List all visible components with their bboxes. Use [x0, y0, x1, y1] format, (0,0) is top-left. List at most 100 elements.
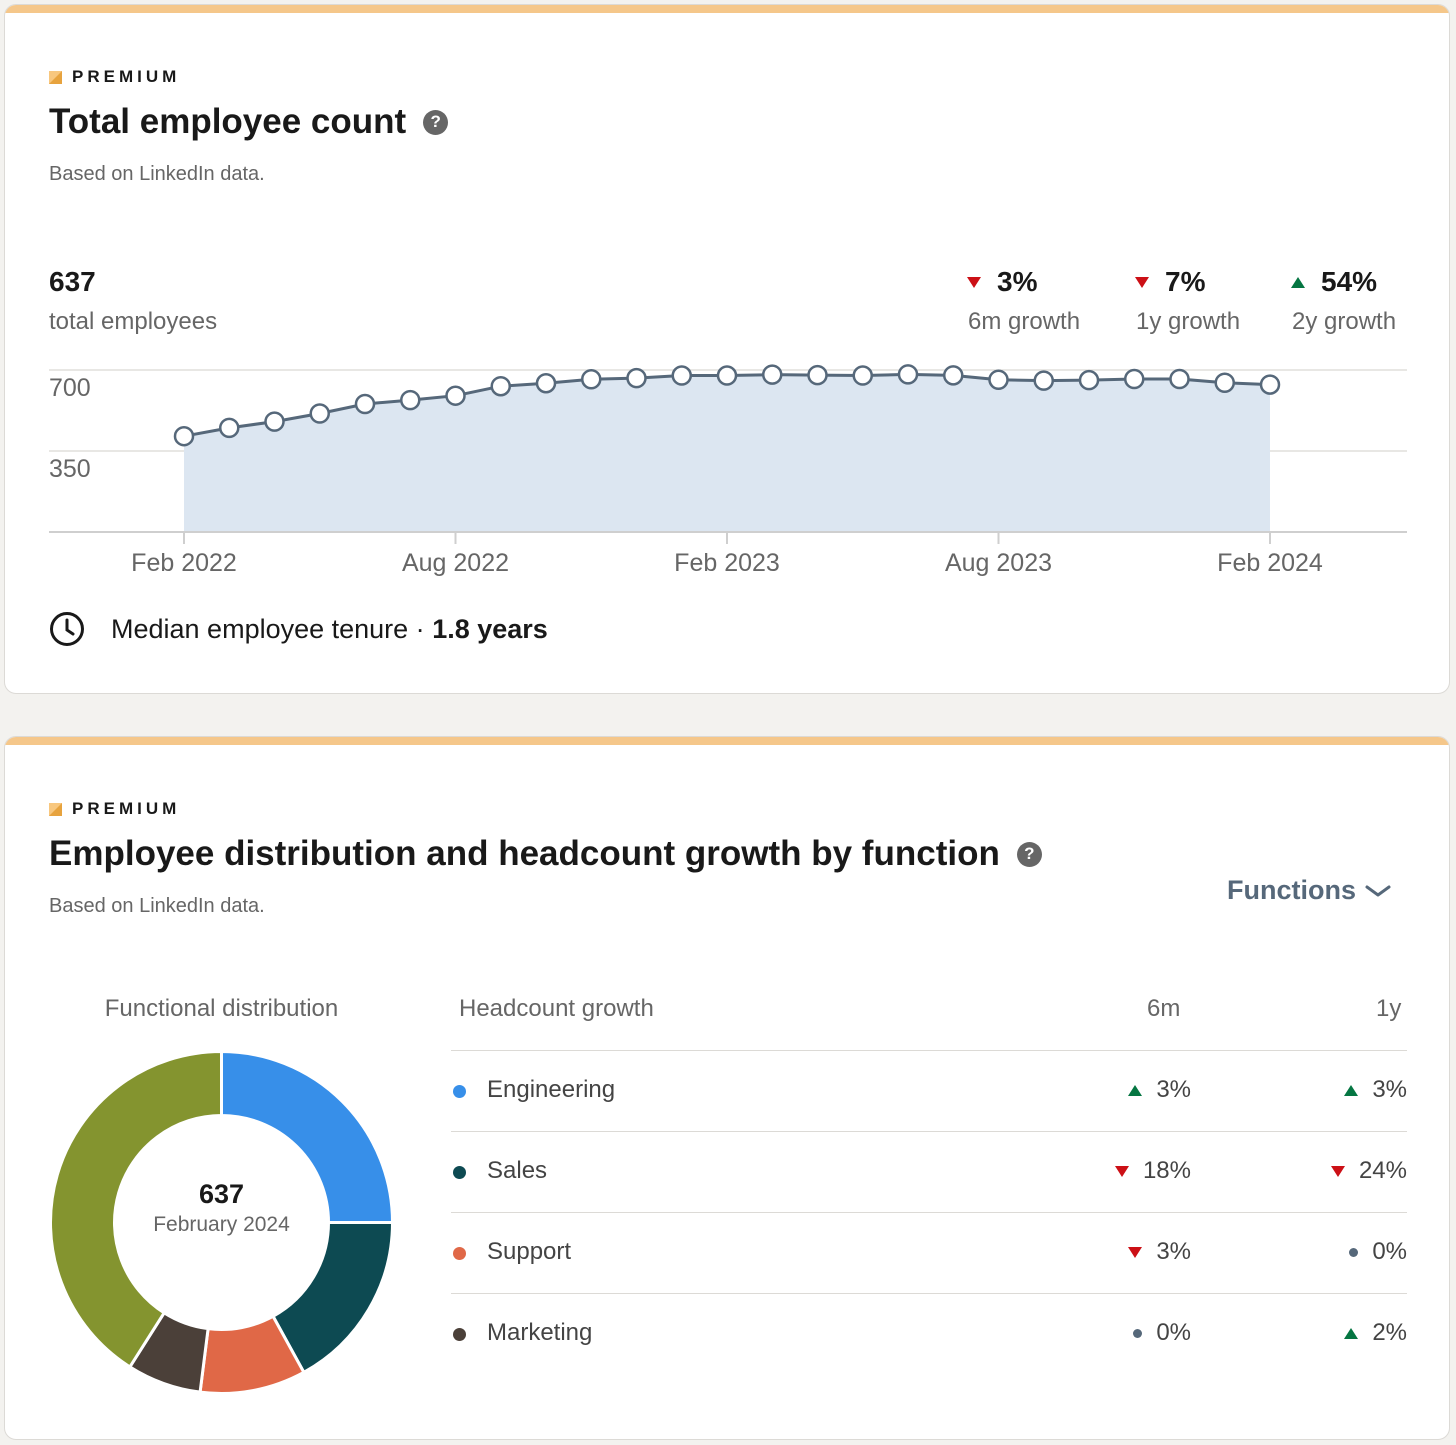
growth-value: 3% [1156, 1076, 1191, 1103]
question-circle-icon[interactable]: ? [423, 109, 449, 135]
growth-2y-text: 54% [1321, 266, 1378, 297]
data-point [1124, 368, 1145, 390]
growth-1y-text: 7% [1165, 266, 1206, 297]
employee-count-card: PREMIUM Total employee count ? Based on … [4, 4, 1450, 694]
tenure-label: Median employee tenure · [111, 613, 425, 644]
card-title-text: Employee distribution and headcount grow… [49, 834, 1000, 873]
growth-6m-cell: 3% [1128, 1076, 1191, 1104]
table-header: Headcount growth 6m 1y [451, 995, 1407, 1051]
employee-count-chart: 700 350 Feb 2022 Aug 2022 Feb 2023 Aug 2023 Fe… [49, 364, 1407, 577]
function-name: Marketing [487, 1319, 593, 1346]
donut-center-label: February 2024 [153, 1213, 290, 1236]
median-tenure: Median employee tenure · 1.8 years [49, 611, 548, 647]
question-circle-icon[interactable]: ? [1016, 841, 1042, 867]
premium-badge: PREMIUM [49, 67, 180, 87]
functions-dropdown[interactable]: Functions [1227, 875, 1392, 906]
x-tick-label: Aug 2022 [402, 549, 509, 577]
donut-title: Functional distribution [104, 995, 339, 1022]
trend-flat-icon [1133, 1328, 1143, 1338]
trend-down-icon [1128, 1246, 1143, 1258]
chevron-down-icon [1365, 885, 1391, 896]
growth-value: 24% [1358, 1157, 1407, 1184]
legend-dot [453, 1085, 466, 1098]
data-point [173, 425, 195, 447]
trend-up-icon [1128, 1084, 1143, 1096]
growth-value: 0% [1372, 1238, 1407, 1265]
card-subtitle: Based on LinkedIn data. [49, 895, 265, 917]
growth-1y-cell: 0% [1349, 1238, 1407, 1266]
growth-2y-value: 54% [1291, 266, 1377, 298]
trend-down-icon [1135, 276, 1149, 288]
growth-6m-value: 3% [967, 266, 1037, 298]
data-point [1078, 369, 1100, 391]
data-point [490, 375, 511, 397]
data-point [309, 403, 330, 424]
data-point [581, 369, 602, 390]
growth-6m-label: 6m growth [968, 308, 1081, 335]
data-point [852, 365, 873, 386]
data-point [807, 364, 828, 386]
data-point [897, 364, 919, 385]
headcount-growth-table: Headcount growth 6m 1y Engineering 3% 3% Sa… [451, 995, 1407, 1374]
legend-dot [453, 1166, 466, 1179]
function-name: Sales [487, 1157, 548, 1184]
growth-value: 2% [1372, 1319, 1407, 1346]
donut-center-date: February 2024 [49, 1213, 394, 1237]
data-point [264, 411, 285, 432]
card-title-text: Total employee count [49, 102, 407, 141]
legend-dot [453, 1328, 466, 1341]
premium-badge: PREMIUM [49, 799, 180, 819]
x-tick-label: Feb 2024 [1217, 549, 1323, 577]
card-title: Total employee count ? [49, 102, 449, 142]
header-function: Headcount growth [459, 995, 654, 1022]
x-tick-label: Feb 2023 [674, 549, 780, 577]
area-fill [184, 374, 1270, 532]
growth-1y-value: 7% [1135, 266, 1205, 298]
total-employee-label: total employees [49, 308, 218, 335]
header-6m: 6m [1147, 995, 1181, 1022]
trend-down-icon [1114, 1165, 1129, 1177]
trend-flat-icon [1349, 1247, 1359, 1257]
growth-6m-text: 3% [997, 266, 1038, 297]
function-name: Support [487, 1238, 572, 1265]
table-row: Sales 18% 24% [451, 1132, 1407, 1213]
data-point [1259, 374, 1281, 395]
premium-icon [49, 70, 62, 84]
y-tick-label: 350 [49, 455, 91, 483]
data-point [626, 367, 647, 389]
premium-label: PREMIUM [72, 799, 181, 818]
clock-icon [50, 612, 84, 646]
card-title: Employee distribution and headcount grow… [49, 834, 1042, 874]
trend-up-icon [1291, 276, 1305, 288]
total-employee-value: 637 [49, 266, 96, 297]
data-point [943, 365, 964, 386]
tenure-value: 1.8 years [432, 613, 548, 644]
card-subtitle: Based on LinkedIn data. [49, 163, 265, 185]
table-row: Engineering 3% 3% [451, 1051, 1407, 1132]
premium-accent-bar [5, 5, 1449, 13]
function-name: Engineering [487, 1076, 616, 1103]
growth-6m-cell: 3% [1128, 1238, 1191, 1266]
data-point [1214, 372, 1235, 393]
trend-up-icon [1344, 1327, 1359, 1339]
donut-center-value: 637 [198, 1179, 245, 1209]
growth-1y-cell: 3% [1344, 1076, 1407, 1104]
y-tick-label: 700 [49, 374, 91, 402]
data-point [1033, 370, 1054, 391]
donut-slice-other [49, 1050, 223, 1369]
donut-center: 637 [49, 1179, 394, 1210]
x-tick-label: Feb 2022 [131, 549, 237, 577]
growth-6m-cell: 18% [1114, 1157, 1191, 1185]
data-point [1169, 368, 1190, 390]
data-point [445, 385, 466, 406]
growth-1y-cell: 2% [1344, 1319, 1407, 1347]
trend-down-icon [967, 276, 981, 288]
data-point [716, 365, 738, 386]
growth-6m-cell: 0% [1133, 1319, 1191, 1347]
functional-distribution-donut [49, 1050, 394, 1395]
x-tick-label: Aug 2023 [945, 549, 1052, 577]
functions-dropdown-label: Functions [1227, 875, 1356, 905]
growth-1y-cell: 24% [1330, 1157, 1407, 1185]
function-distribution-card: PREMIUM Employee distribution and headco… [4, 736, 1450, 1440]
data-point [354, 393, 376, 415]
